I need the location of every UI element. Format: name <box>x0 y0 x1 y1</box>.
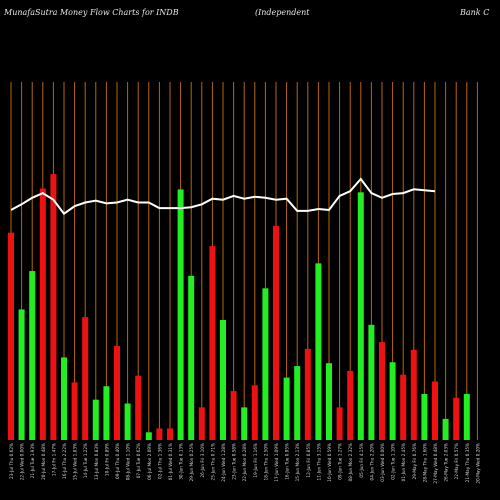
x-tick-label: 01-Jul Wed 0.31% <box>168 443 173 480</box>
x-tick-label: 27-May Wed 0.48% <box>433 443 438 484</box>
money-flow-bar <box>453 397 460 440</box>
money-flow-bar <box>410 349 417 440</box>
money-flow-bar <box>262 288 269 440</box>
x-tick-label: 20-May Wed 0.20% <box>475 443 480 484</box>
x-tick-label: 19-Jun Fri 1.16% <box>253 443 258 478</box>
money-flow-bar <box>209 246 216 440</box>
x-tick-label: 29-Jun Mon 0.25% <box>189 443 194 481</box>
x-tick-label: 17-Jun Wed 1.09% <box>274 443 279 482</box>
chart-header-right: Bank C <box>460 8 490 17</box>
x-tick-label: 22-Jun Mon 0.28% <box>242 443 247 481</box>
money-flow-bar <box>326 363 332 440</box>
money-flow-bar <box>336 407 343 440</box>
money-flow-bar <box>273 225 279 440</box>
money-flow-bar <box>135 375 142 440</box>
money-flow-bar <box>8 232 14 440</box>
x-tick-label: 21-May Thu 0.35% <box>465 443 470 482</box>
x-tick-label: 23-Jul Thu 0.62% <box>9 443 14 479</box>
money-flow-bar <box>188 275 195 440</box>
x-tick-label: 15-Jun Mon 2.13% <box>295 443 300 481</box>
money-flow-bar <box>92 399 99 440</box>
money-flow-bar <box>61 357 67 440</box>
x-tick-label: 08-Jul Wed 1.10% <box>126 443 131 480</box>
money-flow-bar <box>103 386 110 440</box>
money-flow-line-layer <box>10 177 436 216</box>
chart-header-left: MunafaSutra Money Flow Charts for INDB <box>4 8 179 17</box>
x-tick-label: 11-Jun Thu 3.15% <box>316 443 321 480</box>
x-tick-label: 28-May Thu 1.60% <box>422 443 427 482</box>
x-tick-label: 09-Jun Tue 1.27% <box>338 443 343 480</box>
x-tick-label: 09-Jul Thu 0.40% <box>115 443 120 479</box>
x-tick-label: 12-Jun Fri 0.85% <box>306 443 311 478</box>
money-flow-bar <box>177 189 184 440</box>
x-tick-label: 25-Jun Thu 0.71% <box>210 443 215 480</box>
x-tick-label: 21-Jul Tue 1.93% <box>30 443 35 478</box>
x-tick-label: 24-Jun Wed 1.28% <box>221 443 226 482</box>
money-flow-bar <box>241 407 248 440</box>
x-tick-label: 16-Jul Thu 2.22% <box>62 443 67 479</box>
x-tick-label: 26-May Tue 2.03% <box>444 443 449 482</box>
x-tick-label: 08-Jun Mon 2.32% <box>348 443 353 481</box>
money-flow-bar <box>167 428 173 440</box>
money-flow-bar <box>220 320 226 440</box>
money-flow-bar <box>71 382 78 440</box>
money-flow-bar <box>230 391 237 440</box>
x-tick-label: 22-May Fri 0.57% <box>454 443 459 479</box>
x-tick-label: 02-Jul Thu 1.36% <box>157 443 162 479</box>
money-flow-bar <box>379 342 385 440</box>
money-flow-bar <box>156 428 163 440</box>
money-flow-bar <box>39 188 46 440</box>
money-flow-bar <box>50 174 57 440</box>
money-flow-bar <box>400 374 407 440</box>
money-flow-bar <box>283 377 290 440</box>
x-tick-label: 30-Jun Tue 0.13% <box>179 443 184 480</box>
grid-lines <box>10 82 478 440</box>
x-tick-label: 15-Jul Wed 1.83% <box>73 443 78 480</box>
money-flow-bar <box>463 393 470 440</box>
chart-header-middle: (Independent <box>255 8 310 17</box>
money-flow-bar <box>421 393 428 440</box>
x-tick-label: 23-Jun Tue 0.58% <box>232 443 237 480</box>
x-tick-label: 02-Jun Tue 1.10% <box>391 443 396 480</box>
x-tick-labels: 23-Jul Thu 0.62% 22-Jul Wed 0.00% 21-Jul T… <box>9 443 480 484</box>
x-tick-label: 01-Jun Mon 2.45% <box>401 443 406 481</box>
x-tick-label: 05-Jun Fri 4.15% <box>359 443 364 478</box>
money-flow-bar <box>304 348 311 440</box>
money-flow-bar <box>18 309 25 440</box>
money-flow-bar <box>368 324 375 440</box>
x-tick-label: 16-Jun Tue 0.95% <box>285 443 290 480</box>
x-tick-label: 10-Jul Fri 0.89% <box>104 443 109 476</box>
money-flow-bar <box>82 317 89 440</box>
money-flow-line <box>10 177 436 216</box>
x-tick-label: 18-Jun Thu 2.50% <box>263 443 268 480</box>
x-tick-label: 04-Jun Thu 2.20% <box>369 443 374 480</box>
x-tick-label: 07-Jul Tue 0.62% <box>136 443 141 478</box>
money-flow-bar <box>357 192 364 440</box>
bar-series <box>8 174 470 440</box>
money-flow-bar <box>432 381 438 440</box>
x-tick-label: 29-May Fri 0.76% <box>412 443 417 479</box>
money-flow-bar <box>145 432 152 440</box>
money-flow-bar <box>198 407 205 440</box>
money-flow-bar <box>29 271 36 440</box>
x-tick-label: 26-Jun Fri 3.10% <box>200 443 205 478</box>
money-flow-bar <box>442 418 449 440</box>
money-flow-bar <box>315 263 322 440</box>
x-tick-label: 20-Jul Mon 0.48% <box>41 443 46 480</box>
x-tick-label: 17-Jul Fri 1.47% <box>51 443 56 476</box>
money-flow-bar <box>294 366 301 440</box>
x-tick-label: 06-Jul Mon 2.09% <box>147 443 152 480</box>
x-tick-label: 10-Jun Wed 0.59% <box>327 443 332 482</box>
x-tick-label: 13-Jul Mon 0.83% <box>94 443 99 480</box>
chart-header: MunafaSutra Money Flow Charts for INDB (… <box>0 0 500 22</box>
money-flow-bar <box>347 370 354 440</box>
money-flow-bar <box>124 403 131 440</box>
x-tick-label: 14-Jul Tue 1.22% <box>83 443 88 478</box>
money-flow-bar <box>251 385 258 440</box>
x-tick-label: 22-Jul Wed 0.00% <box>20 443 25 480</box>
money-flow-bar <box>114 345 120 440</box>
money-flow-bar <box>389 362 396 440</box>
x-tick-label: 03-Jun Wed 0.00% <box>380 443 385 482</box>
